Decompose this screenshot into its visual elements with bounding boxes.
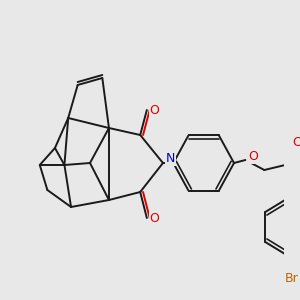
Text: Br: Br <box>285 272 299 286</box>
Text: O: O <box>149 212 159 224</box>
Text: N: N <box>166 152 175 166</box>
Text: O: O <box>149 103 159 116</box>
Text: O: O <box>248 151 258 164</box>
Text: O: O <box>292 136 300 148</box>
